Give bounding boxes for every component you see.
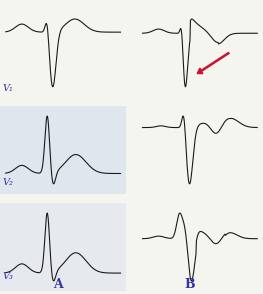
Text: B: B — [184, 278, 195, 291]
Text: V₃: V₃ — [3, 272, 13, 281]
Text: V₁: V₁ — [3, 84, 13, 93]
Text: V₂: V₂ — [3, 178, 13, 187]
Text: A: A — [53, 278, 63, 291]
